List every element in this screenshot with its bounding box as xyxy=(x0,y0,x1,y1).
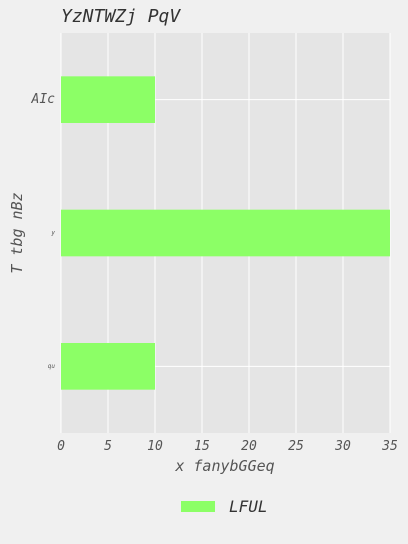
bar-AIc xyxy=(61,76,155,123)
x-tick-label: 30 xyxy=(334,439,351,454)
legend-label: LFUL xyxy=(229,497,268,516)
x-tick-labels: 0 5 10 15 20 25 30 35 xyxy=(57,439,398,454)
bar-qu xyxy=(61,343,155,390)
y-tick-labels: AIc y qu xyxy=(31,92,56,370)
x-tick-label: 20 xyxy=(241,439,257,454)
x-tick-label: 10 xyxy=(147,439,163,454)
x-tick-label: 15 xyxy=(194,439,210,454)
x-tick-label: 5 xyxy=(104,439,112,454)
x-tick-label: 35 xyxy=(381,439,398,454)
legend: LFUL xyxy=(181,497,268,516)
x-axis-title: x fanybGGeq xyxy=(174,457,274,475)
chart-title: YzNTWZj PqV xyxy=(61,6,181,27)
bar-y xyxy=(61,209,390,257)
y-tick-label: y xyxy=(50,230,55,237)
x-tick-label: 0 xyxy=(57,439,65,454)
x-tick-label: 25 xyxy=(288,439,304,454)
legend-swatch xyxy=(181,501,215,512)
y-axis-title: T tbg nBz xyxy=(8,192,26,273)
y-tick-label: qu xyxy=(48,363,56,370)
y-tick-label: AIc xyxy=(31,92,56,107)
bars xyxy=(61,76,390,390)
